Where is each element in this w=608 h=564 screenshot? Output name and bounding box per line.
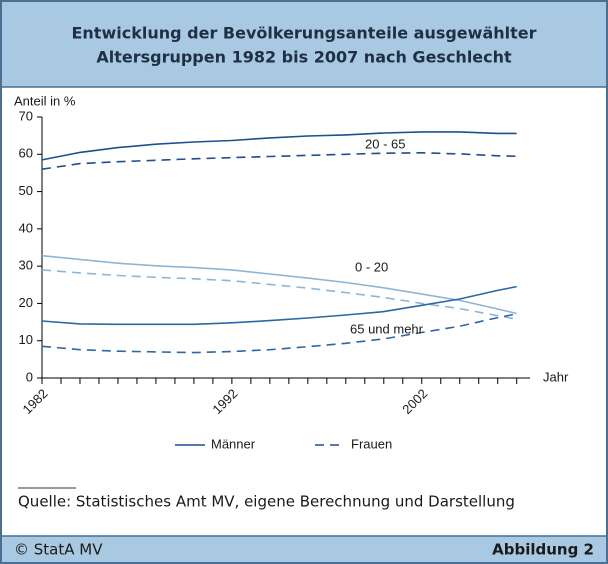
y-tick-label: 0 — [26, 369, 33, 384]
footer-right: Abbildung 2 — [492, 541, 594, 559]
title-line: Entwicklung der Bevölkerungsanteile ausg… — [71, 24, 536, 43]
source: Quelle: Statistisches Amt MV, eigene Ber… — [18, 493, 515, 511]
group-label: 0 - 20 — [355, 259, 388, 274]
y-tick-label: 10 — [19, 332, 33, 347]
y-tick-label: 50 — [19, 183, 33, 198]
footer-left: © StatA MV — [14, 541, 103, 559]
series-line — [41, 131, 517, 161]
group-label: 20 - 65 — [365, 136, 405, 151]
series-line — [41, 151, 517, 170]
y-tick-label: 60 — [19, 146, 33, 161]
header — [2, 2, 606, 87]
x-axis-label: Jahr — [543, 369, 569, 384]
y-tick-label: 30 — [19, 258, 33, 273]
y-tick-label: 40 — [19, 220, 33, 235]
footer — [2, 536, 606, 562]
legend-label: Männer — [211, 436, 256, 451]
y-axis-label: Anteil in % — [14, 93, 76, 108]
series-line — [41, 269, 517, 320]
y-tick-label: 20 — [19, 295, 33, 310]
series-line — [41, 313, 517, 354]
title-line: Altersgruppen 1982 bis 2007 nach Geschle… — [96, 48, 512, 67]
series-line — [41, 285, 517, 326]
y-tick-label: 70 — [19, 108, 33, 123]
legend-label: Frauen — [351, 436, 392, 451]
group-label: 65 und mehr — [350, 321, 424, 336]
